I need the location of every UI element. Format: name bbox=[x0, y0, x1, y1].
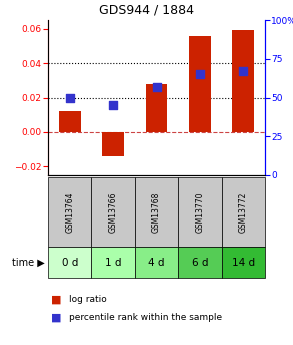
Bar bbox=[232, 30, 254, 132]
Point bbox=[154, 84, 159, 89]
Text: 1 d: 1 d bbox=[105, 257, 121, 267]
Text: ■: ■ bbox=[51, 295, 62, 305]
Text: percentile rank within the sample: percentile rank within the sample bbox=[69, 314, 222, 323]
Point bbox=[67, 95, 72, 100]
Text: time ▶: time ▶ bbox=[12, 257, 45, 267]
Text: 0 d: 0 d bbox=[62, 257, 78, 267]
Text: 4 d: 4 d bbox=[148, 257, 165, 267]
Text: GDS944 / 1884: GDS944 / 1884 bbox=[99, 3, 194, 17]
Text: GSM13770: GSM13770 bbox=[195, 191, 205, 233]
Text: 14 d: 14 d bbox=[232, 257, 255, 267]
Text: ■: ■ bbox=[51, 313, 62, 323]
Point bbox=[197, 71, 202, 77]
Text: GSM13764: GSM13764 bbox=[65, 191, 74, 233]
Text: log ratio: log ratio bbox=[69, 296, 106, 305]
Bar bbox=[59, 111, 81, 132]
Point bbox=[241, 68, 246, 74]
Point bbox=[111, 102, 115, 108]
Text: GSM13768: GSM13768 bbox=[152, 191, 161, 233]
Bar bbox=[189, 36, 211, 132]
Bar bbox=[146, 84, 167, 132]
Text: GSM13766: GSM13766 bbox=[109, 191, 117, 233]
Bar bbox=[102, 132, 124, 156]
Text: 6 d: 6 d bbox=[192, 257, 208, 267]
Text: GSM13772: GSM13772 bbox=[239, 191, 248, 233]
